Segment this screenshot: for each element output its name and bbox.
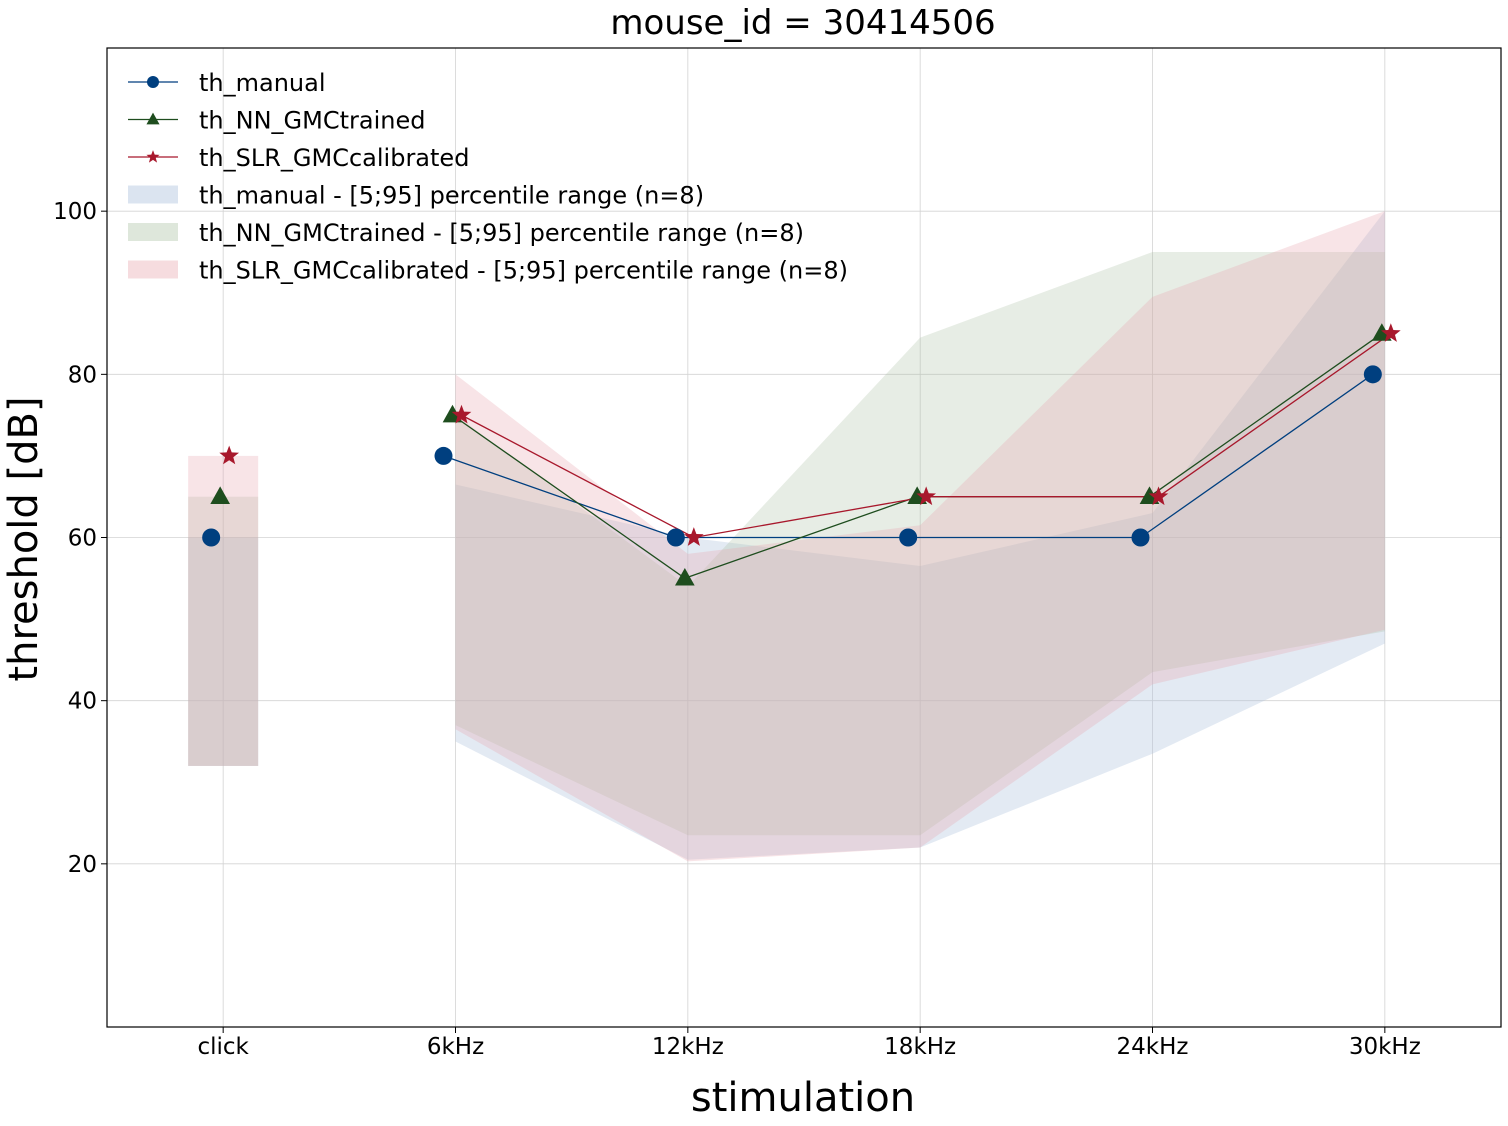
legend-marker-th_SLR_GMCcalibrated bbox=[146, 150, 160, 163]
marker-th_SLR_GMCcalibrated-click bbox=[219, 445, 240, 465]
marker-th_NN_GMCtrained-click bbox=[210, 486, 230, 504]
marker-th_manual-12kHz bbox=[666, 528, 685, 547]
y-axis-title: threshold [dB] bbox=[1, 396, 47, 681]
x-tick-label: 30kHz bbox=[1349, 1034, 1421, 1060]
y-tick-label: 100 bbox=[53, 199, 97, 225]
band-1-click bbox=[188, 537, 259, 766]
legend-patch-band-2 bbox=[128, 223, 178, 241]
legend: th_manual th_NN_GMCtrained th_SLR_GMCcalib… bbox=[128, 69, 848, 285]
legend-label: th_SLR_GMCcalibrated bbox=[199, 144, 469, 172]
x-axis-title: stimulation bbox=[691, 1075, 915, 1121]
legend-label: th_manual bbox=[199, 69, 326, 97]
marker-th_SLR_GMCcalibrated-12kHz bbox=[683, 527, 704, 546]
y-tick-label: 60 bbox=[68, 526, 97, 552]
legend-label: th_NN_GMCtrained - [5;95] percentile ran… bbox=[199, 219, 804, 247]
marker-th_SLR_GMCcalibrated-6kHz bbox=[451, 404, 472, 424]
legend-label: th_SLR_GMCcalibrated - [5;95] percentile… bbox=[199, 257, 848, 285]
marker-th_manual-30kHz bbox=[1363, 365, 1382, 384]
x-tick-label: click bbox=[197, 1034, 249, 1060]
y-tick-label: 80 bbox=[68, 362, 97, 388]
legend-marker-th_NN_GMCtrained bbox=[146, 112, 160, 125]
x-tick-label: 6kHz bbox=[427, 1034, 484, 1060]
y-tick-label: 20 bbox=[68, 852, 97, 878]
x-tick-label: 24kHz bbox=[1117, 1034, 1189, 1060]
band-2-click bbox=[188, 496, 259, 766]
y-tick-label: 40 bbox=[68, 689, 97, 715]
x-tick-label: 12kHz bbox=[652, 1034, 724, 1060]
marker-th_SLR_GMCcalibrated-30kHz bbox=[1380, 323, 1401, 342]
marker-th_manual-24kHz bbox=[1131, 528, 1150, 547]
band-2-area bbox=[455, 251, 1385, 836]
marker-th_SLR_GMCcalibrated-24kHz bbox=[1148, 486, 1169, 506]
legend-marker-th_manual bbox=[147, 76, 159, 88]
series-markers bbox=[202, 323, 1401, 586]
legend-patch-band-3 bbox=[128, 260, 178, 279]
legend-label: th_manual - [5;95] percentile range (n=8… bbox=[199, 182, 704, 210]
band-1-area bbox=[455, 211, 1385, 860]
legend-label: th_NN_GMCtrained bbox=[199, 107, 425, 135]
marker-th_manual-18kHz bbox=[899, 528, 918, 547]
chart-title: mouse_id = 30414506 bbox=[610, 3, 995, 43]
legend-patch-band-1 bbox=[128, 185, 178, 204]
x-tick-label: 18kHz bbox=[884, 1034, 956, 1060]
band-3-area bbox=[455, 211, 1385, 862]
percentile-bands bbox=[188, 211, 1385, 862]
marker-th_SLR_GMCcalibrated-18kHz bbox=[916, 486, 937, 506]
band-3-click bbox=[188, 455, 259, 766]
axis-ticks: click 6kHz 12kHz 18kHz 24kHz 30kHz 20 40 60 80 100 bbox=[53, 199, 1421, 1060]
marker-th_manual-6kHz bbox=[434, 446, 453, 465]
marker-th_manual-click bbox=[202, 528, 221, 547]
marker-th_NN_GMCtrained-12kHz bbox=[675, 567, 695, 586]
